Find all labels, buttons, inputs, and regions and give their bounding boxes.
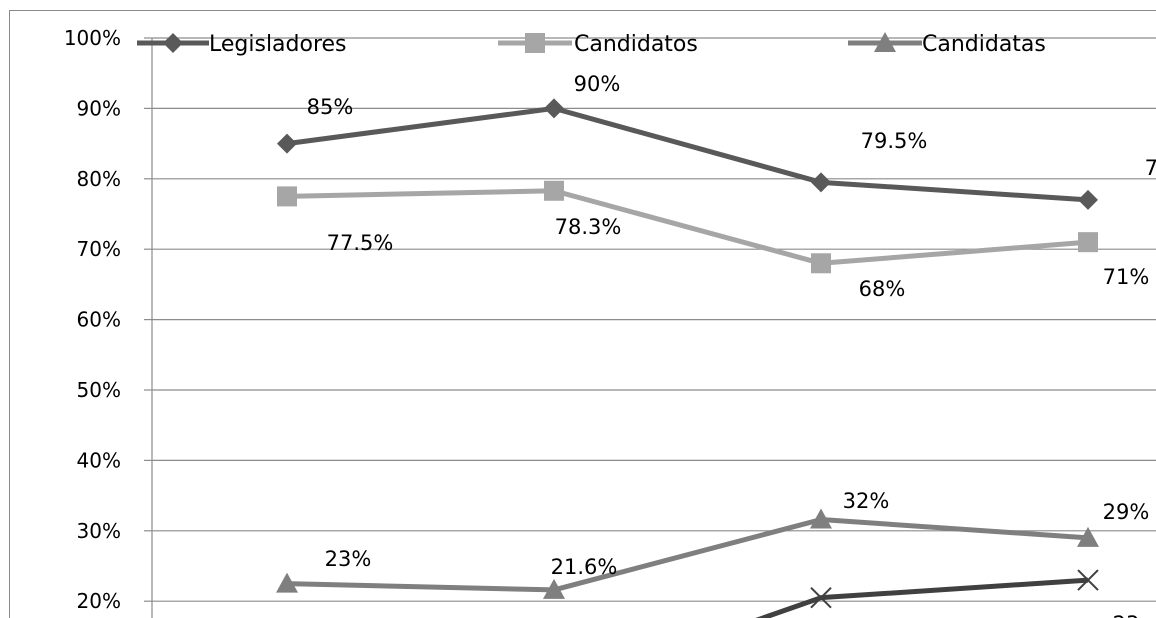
diamond-marker	[163, 33, 183, 53]
series-candidatos: 77.5% 78.3% 68% 71%	[277, 180, 1150, 301]
triangle-marker	[1077, 526, 1099, 547]
chart-border	[9, 10, 1156, 618]
legend-label: Candidatas	[922, 32, 1046, 57]
square-marker	[1078, 232, 1098, 253]
data-label: 79.5%	[861, 129, 928, 153]
data-label: 21.6%	[551, 555, 618, 579]
series-line	[755, 577, 1089, 618]
data-label: 77	[1145, 156, 1156, 180]
data-label: 71%	[1103, 265, 1150, 289]
series-line	[286, 517, 1089, 593]
data-label: 23	[1113, 612, 1140, 618]
legend-label: Legisladores	[209, 32, 347, 57]
gridlines	[144, 37, 1156, 618]
diamond-marker	[811, 172, 831, 193]
data-label: 78.3%	[555, 215, 622, 239]
y-tick-label: 50%	[77, 378, 121, 402]
triangle-marker	[276, 572, 298, 593]
triangle-marker	[543, 578, 565, 599]
square-marker	[525, 33, 545, 53]
x-marker	[1077, 569, 1099, 591]
y-tick-label: 90%	[77, 96, 121, 120]
y-tick-label: 100%	[64, 26, 121, 50]
legend-label: Candidatos	[574, 32, 698, 57]
y-tick-label: 60%	[77, 308, 121, 332]
triangle-marker	[874, 32, 896, 52]
series-line	[286, 105, 1089, 203]
y-tick-label: 20%	[77, 589, 121, 613]
diamond-marker	[277, 133, 297, 154]
y-tick-label: 40%	[77, 448, 121, 472]
x-marker	[810, 586, 832, 609]
y-tick-label: 80%	[77, 167, 121, 191]
y-tick-label: 70%	[77, 237, 121, 261]
series-legisladores: 85% 90% 79.5% 77	[277, 72, 1156, 210]
data-label: 77.5%	[327, 231, 394, 255]
data-label: 23%	[325, 547, 372, 571]
triangle-marker	[810, 508, 832, 529]
series-layer: 85% 90% 79.5% 77 77.5% 78.3% 68% 71% 23% 21.6% 32%…	[276, 72, 1156, 618]
series-unnamed: 23	[755, 569, 1140, 618]
legend-item-candidatas: Candidatas	[848, 32, 1046, 57]
data-label: 68%	[859, 277, 906, 301]
square-marker	[811, 253, 831, 274]
series-candidatas: 23% 21.6% 32% 29%	[276, 489, 1149, 599]
legend: Legisladores Candidatos Candidatas	[137, 32, 1046, 57]
data-label: 85%	[307, 95, 354, 119]
square-marker	[277, 186, 297, 207]
data-label: 32%	[843, 489, 890, 513]
data-label: 29%	[1103, 500, 1150, 524]
y-tick-label: 30%	[77, 519, 121, 543]
series-line	[286, 188, 1089, 266]
legend-item-legisladores: Legisladores	[137, 32, 347, 57]
legend-item-candidatos: Candidatos	[498, 32, 698, 57]
data-label: 90%	[574, 72, 621, 96]
square-marker	[544, 180, 564, 201]
y-axis-ticks: 20% 30% 40% 50% 60% 70% 80% 90% 100%	[64, 26, 121, 613]
diamond-marker	[544, 98, 564, 119]
diamond-marker	[1078, 189, 1098, 210]
